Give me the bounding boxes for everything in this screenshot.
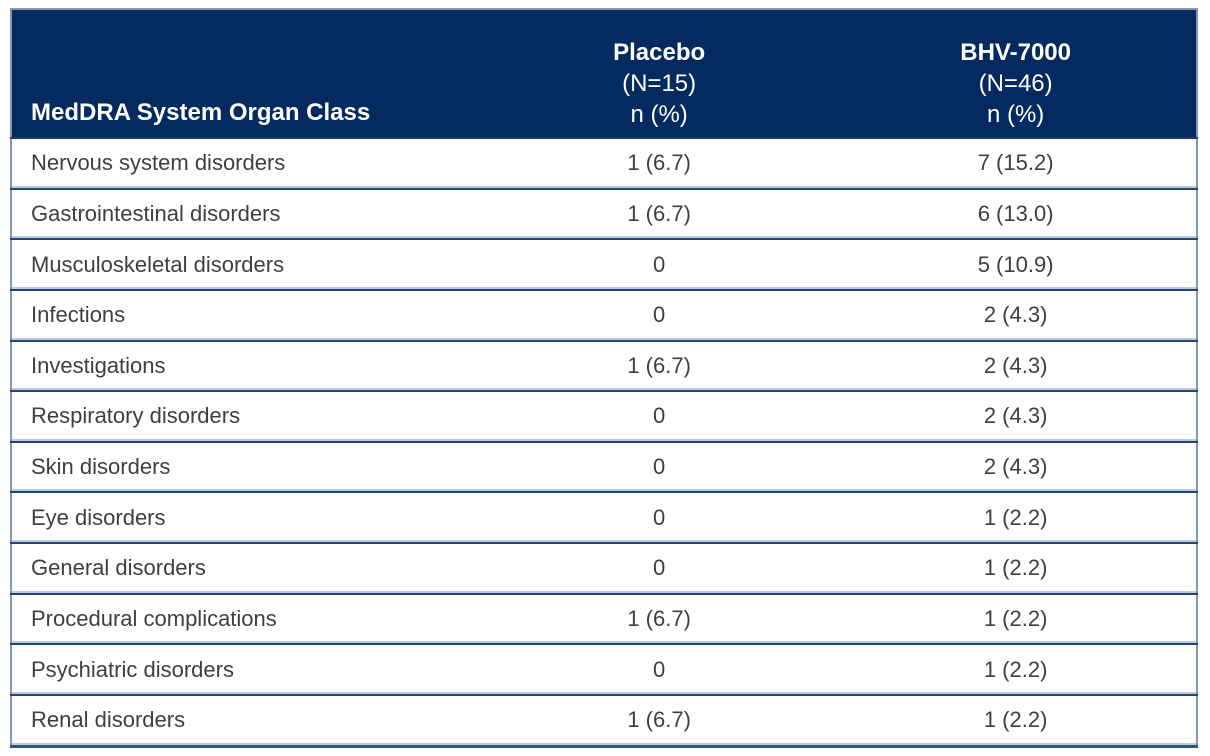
table-row: Psychiatric disorders 0 1 (2.2) <box>11 644 1197 696</box>
table-header: MedDRA System Organ Class Placebo (N=15)… <box>11 9 1197 139</box>
table-row: Musculoskeletal disorders 0 5 (10.9) <box>11 239 1197 291</box>
placebo-value-cell: 0 <box>483 289 836 342</box>
table-row: Infections 0 2 (4.3) <box>11 289 1197 342</box>
organ-class-cell: Investigations <box>11 340 484 393</box>
header-row: MedDRA System Organ Class Placebo (N=15)… <box>11 9 1197 139</box>
table-row: Procedural complications 1 (6.7) 1 (2.2) <box>11 593 1197 646</box>
bhv7000-column-title: BHV-7000 <box>960 39 1071 66</box>
bhv7000-value-cell: 1 (2.2) <box>835 543 1197 595</box>
bhv7000-header-cell: BHV-7000 (N=46) n (%) <box>835 9 1197 139</box>
organ-class-cell: Eye disorders <box>11 492 484 544</box>
table-row: Eye disorders 0 1 (2.2) <box>11 492 1197 544</box>
organ-class-cell: Procedural complications <box>11 593 484 646</box>
table-body: Nervous system disorders 1 (6.7) 7 (15.2… <box>11 138 1197 748</box>
organ-class-cell: Psychiatric disorders <box>11 644 484 696</box>
table-row: Respiratory disorders 0 2 (4.3) <box>11 391 1197 443</box>
organ-class-cell: Nervous system disorders <box>11 138 484 190</box>
placebo-column-n: (N=15) <box>622 70 697 97</box>
organ-class-cell: Infections <box>11 289 484 342</box>
placebo-value-cell: 0 <box>483 644 836 696</box>
placebo-value-cell: 1 (6.7) <box>483 694 836 748</box>
placebo-value-cell: 0 <box>483 543 836 595</box>
adverse-events-table: MedDRA System Organ Class Placebo (N=15)… <box>10 8 1198 748</box>
bhv7000-value-cell: 1 (2.2) <box>835 694 1197 748</box>
bhv7000-value-cell: 1 (2.2) <box>835 644 1197 696</box>
bhv7000-column-n: (N=46) <box>978 70 1053 97</box>
placebo-value-cell: 1 (6.7) <box>483 593 836 646</box>
placebo-column-title: Placebo <box>613 39 706 66</box>
bhv7000-value-cell: 2 (4.3) <box>835 289 1197 342</box>
table-row: Skin disorders 0 2 (4.3) <box>11 441 1197 494</box>
bhv7000-value-cell: 6 (13.0) <box>835 188 1197 241</box>
bhv7000-value-cell: 2 (4.3) <box>835 391 1197 443</box>
table-row: Renal disorders 1 (6.7) 1 (2.2) <box>11 694 1197 748</box>
organ-class-cell: Respiratory disorders <box>11 391 484 443</box>
organ-class-cell: Musculoskeletal disorders <box>11 239 484 291</box>
organ-class-cell: Gastrointestinal disorders <box>11 188 484 241</box>
soc-table: MedDRA System Organ Class Placebo (N=15)… <box>10 8 1198 748</box>
organ-class-header-label: MedDRA System Organ Class <box>31 99 371 126</box>
placebo-value-cell: 1 (6.7) <box>483 188 836 241</box>
placebo-value-cell: 0 <box>483 492 836 544</box>
bhv7000-value-cell: 2 (4.3) <box>835 340 1197 393</box>
organ-class-cell: General disorders <box>11 543 484 595</box>
placebo-value-cell: 0 <box>483 391 836 443</box>
table-row: General disorders 0 1 (2.2) <box>11 543 1197 595</box>
bhv7000-value-cell: 5 (10.9) <box>835 239 1197 291</box>
placebo-header-cell: Placebo (N=15) n (%) <box>483 9 836 139</box>
organ-class-header-cell: MedDRA System Organ Class <box>11 9 484 139</box>
bhv7000-value-cell: 1 (2.2) <box>835 593 1197 646</box>
bhv7000-column-stat: n (%) <box>986 101 1045 128</box>
organ-class-cell: Renal disorders <box>11 694 484 748</box>
bhv7000-value-cell: 1 (2.2) <box>835 492 1197 544</box>
placebo-value-cell: 0 <box>483 239 836 291</box>
placebo-column-stat: n (%) <box>630 101 688 128</box>
placebo-value-cell: 1 (6.7) <box>483 340 836 393</box>
bhv7000-value-cell: 2 (4.3) <box>835 441 1197 494</box>
placebo-value-cell: 0 <box>483 441 836 494</box>
organ-class-cell: Skin disorders <box>11 441 484 494</box>
table-row: Investigations 1 (6.7) 2 (4.3) <box>11 340 1197 393</box>
table-row: Nervous system disorders 1 (6.7) 7 (15.2… <box>11 138 1197 190</box>
placebo-value-cell: 1 (6.7) <box>483 138 836 190</box>
table-row: Gastrointestinal disorders 1 (6.7) 6 (13… <box>11 188 1197 241</box>
bhv7000-value-cell: 7 (15.2) <box>835 138 1197 190</box>
